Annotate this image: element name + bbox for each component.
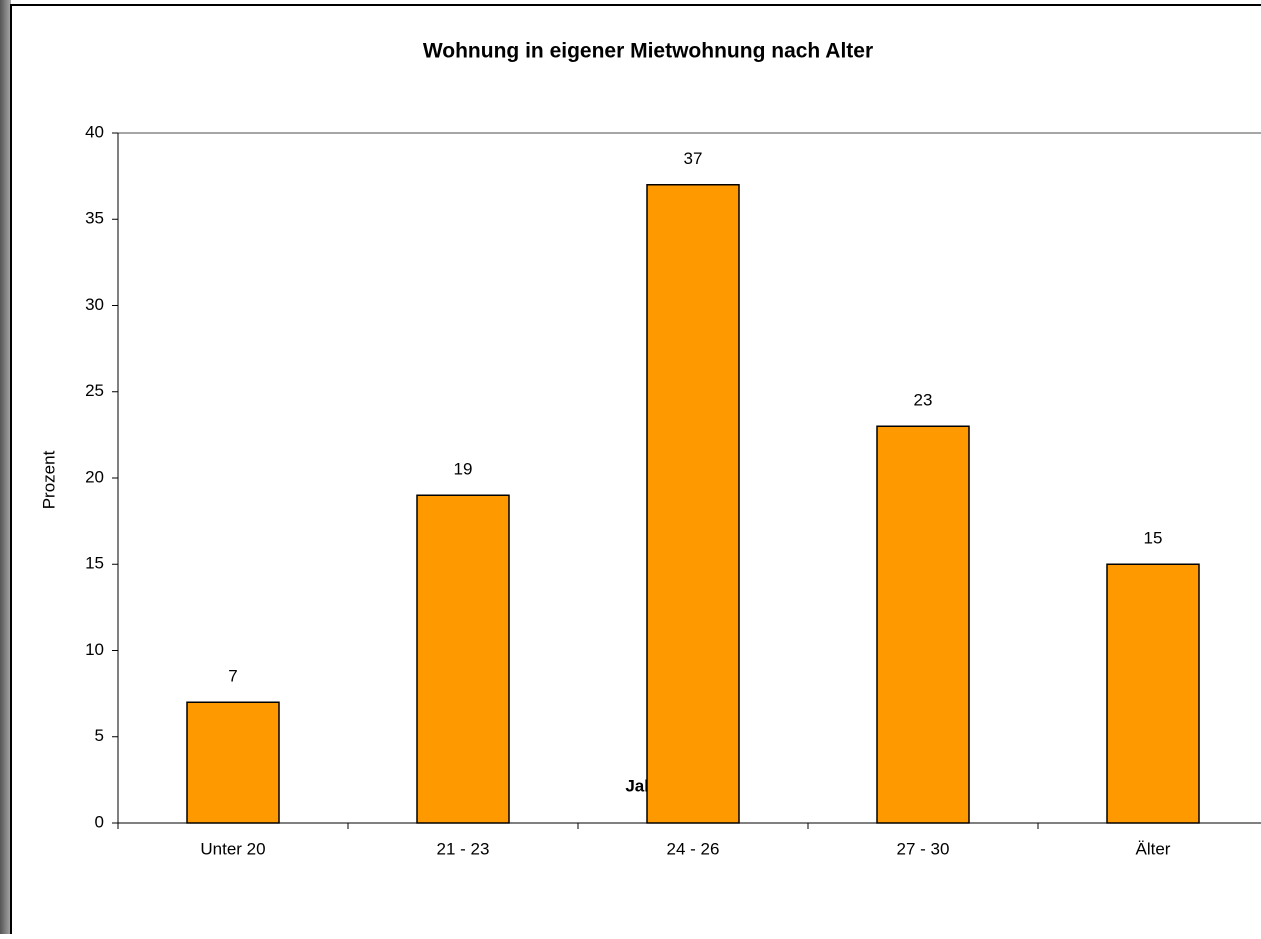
data-label: 37 bbox=[684, 149, 703, 168]
y-tick-label: 40 bbox=[85, 122, 104, 141]
y-tick-label: 30 bbox=[85, 295, 104, 314]
y-tick-label: 5 bbox=[95, 726, 104, 745]
x-tick-label: 21 - 23 bbox=[437, 839, 490, 858]
y-tick-label: 25 bbox=[85, 381, 104, 400]
y-tick-label: 10 bbox=[85, 640, 104, 659]
y-tick-label: 0 bbox=[95, 812, 104, 831]
bar bbox=[416, 494, 510, 824]
bar bbox=[1106, 563, 1200, 824]
data-label: 19 bbox=[454, 460, 473, 479]
x-tick-label: Unter 20 bbox=[200, 839, 265, 858]
y-tick-label: 20 bbox=[85, 467, 104, 486]
chart-title: Wohnung in eigener Mietwohnung nach Alte… bbox=[423, 40, 873, 63]
bar bbox=[186, 701, 280, 824]
y-tick-label: 35 bbox=[85, 209, 104, 228]
data-label: 7 bbox=[228, 667, 237, 686]
y-axis-label: Prozent bbox=[39, 450, 58, 509]
y-tick-label: 15 bbox=[85, 554, 104, 573]
x-tick-label: 27 - 30 bbox=[897, 839, 950, 858]
side-strip bbox=[0, 0, 11, 934]
x-tick-label: Älter bbox=[1136, 839, 1171, 858]
x-tick-label: 24 - 26 bbox=[667, 839, 720, 858]
bar bbox=[646, 184, 740, 824]
data-label: 23 bbox=[914, 391, 933, 410]
data-label: 15 bbox=[1144, 529, 1163, 548]
bar bbox=[876, 425, 970, 824]
